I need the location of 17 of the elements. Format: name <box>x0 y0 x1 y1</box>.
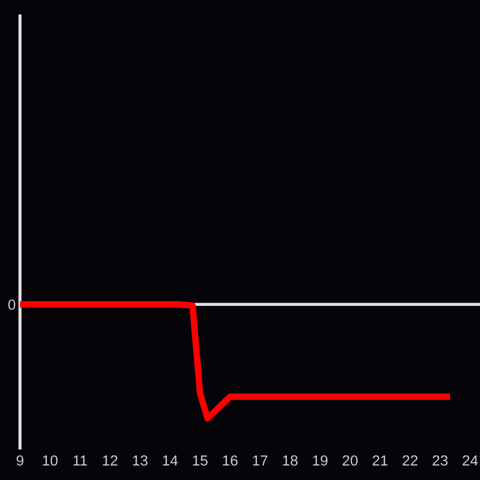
x-tick-label: 19 <box>313 455 328 466</box>
x-tick-label: 11 <box>74 455 87 466</box>
x-tick-label: 12 <box>103 455 118 466</box>
x-tick-label: 9 <box>16 455 24 466</box>
x-tick-label: 22 <box>402 455 418 466</box>
x-tick-label: 16 <box>223 455 238 466</box>
x-tick-label: 17 <box>253 455 268 466</box>
x-tick-label: 13 <box>133 455 148 466</box>
x-tick-label: 24 <box>462 455 478 466</box>
x-tick-label: 23 <box>432 455 448 466</box>
x-tick-label: 15 <box>193 455 208 466</box>
x-tick-label: 20 <box>342 455 358 466</box>
x-tick-label: 21 <box>372 455 388 466</box>
ref-line-label: 0 <box>8 299 16 310</box>
x-tick-label: 10 <box>43 455 58 466</box>
x-tick-label: 14 <box>163 455 178 466</box>
x-tick-label: 18 <box>283 455 298 466</box>
